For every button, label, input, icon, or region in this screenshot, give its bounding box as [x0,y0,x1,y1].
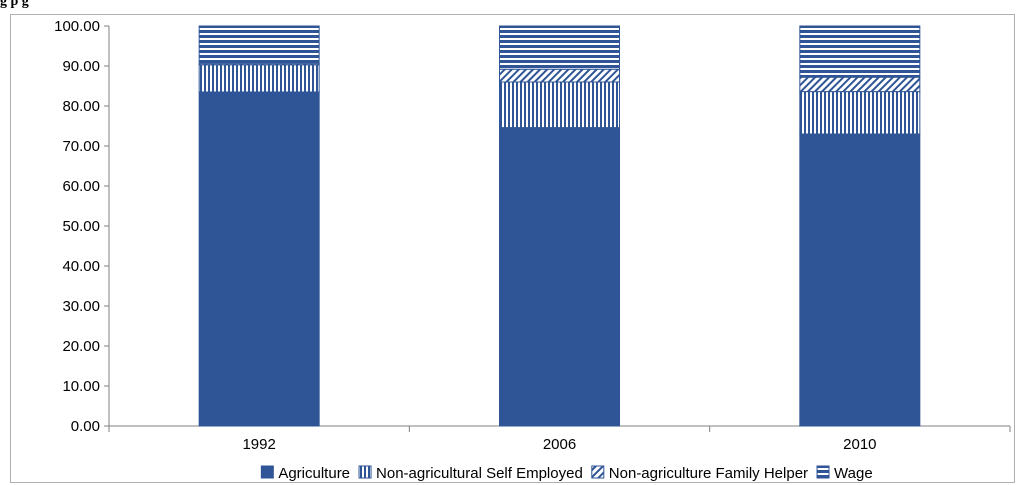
legend-swatch [591,465,605,479]
y-tick-label: 30.00 [62,298,100,315]
x-tick-label: 2006 [543,436,576,453]
y-tick-label: 90.00 [62,58,100,75]
bar-segment-2006-wage [499,25,620,70]
chart-title-fragment: g p g [0,0,29,9]
x-tick-label: 2010 [843,436,876,453]
x-tick-label: 1992 [242,436,275,453]
legend-swatch [260,465,274,479]
bar-segment-2010-wage [799,25,921,78]
y-tick-label: 80.00 [62,98,100,115]
y-tick-label: 40.00 [62,258,100,275]
x-axis: 1992 2006 2010 [108,425,1011,453]
legend-label: Wage [834,465,873,482]
bar-segment-1992-agriculture [198,91,320,427]
bar-segment-2006-non-agricultural-self-employed [499,81,620,129]
legend-swatch [358,465,372,479]
legend-label: Non-agriculture Family Helper [609,465,808,482]
bar-segment-1992-non-agricultural-self-employed [198,64,320,93]
legend-swatch [816,465,830,479]
bar-segment-2006-non-agriculture-family-helper [499,68,620,83]
y-tick-label: 70.00 [62,138,100,155]
legend-label: Agriculture [278,465,350,482]
bars [198,25,921,427]
y-tick-label: 60.00 [62,178,100,195]
y-tick-label: 20.00 [62,338,100,355]
bar-segment-2010-agriculture [799,133,921,427]
bar-segment-1992-wage [198,25,320,65]
legend-label: Non-agricultural Self Employed [376,465,583,482]
y-axis: 0.00 10.00 20.00 30.00 40.00 50.00 60.00 70.00 8… [54,18,110,435]
chart-frame [10,14,1015,483]
y-tick-label: 50.00 [62,218,100,235]
y-tick-label: 10.00 [62,378,100,395]
y-tick-label: 0.00 [71,418,100,435]
bar-segment-2010-non-agriculture-family-helper [799,76,921,93]
bar-segment-2010-non-agricultural-self-employed [799,91,921,135]
legend: Agriculture Non-agricultural Self Employe… [260,465,873,482]
y-tick-label: 100.00 [54,18,100,35]
bar-segment-2006-agriculture [499,127,620,427]
